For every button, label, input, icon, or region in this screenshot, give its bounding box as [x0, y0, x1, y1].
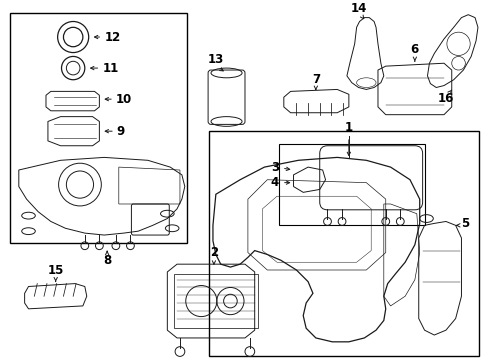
Text: 13: 13 — [207, 53, 224, 66]
Text: 8: 8 — [103, 255, 111, 267]
Text: 12: 12 — [104, 31, 120, 44]
Text: 2: 2 — [209, 246, 218, 259]
Text: 7: 7 — [311, 73, 319, 86]
Bar — [209, 131, 478, 356]
Bar — [10, 13, 186, 243]
Text: 9: 9 — [117, 125, 125, 138]
Bar — [174, 274, 257, 328]
Text: 5: 5 — [461, 217, 469, 230]
Text: 10: 10 — [116, 93, 132, 105]
Text: 6: 6 — [410, 44, 418, 57]
Text: 4: 4 — [270, 176, 278, 189]
Text: 3: 3 — [270, 161, 278, 174]
Text: 15: 15 — [47, 264, 64, 277]
Bar — [278, 144, 424, 225]
Text: 14: 14 — [350, 2, 366, 15]
Text: 1: 1 — [344, 121, 352, 134]
Text: 11: 11 — [102, 62, 118, 75]
Text: 16: 16 — [437, 93, 453, 105]
